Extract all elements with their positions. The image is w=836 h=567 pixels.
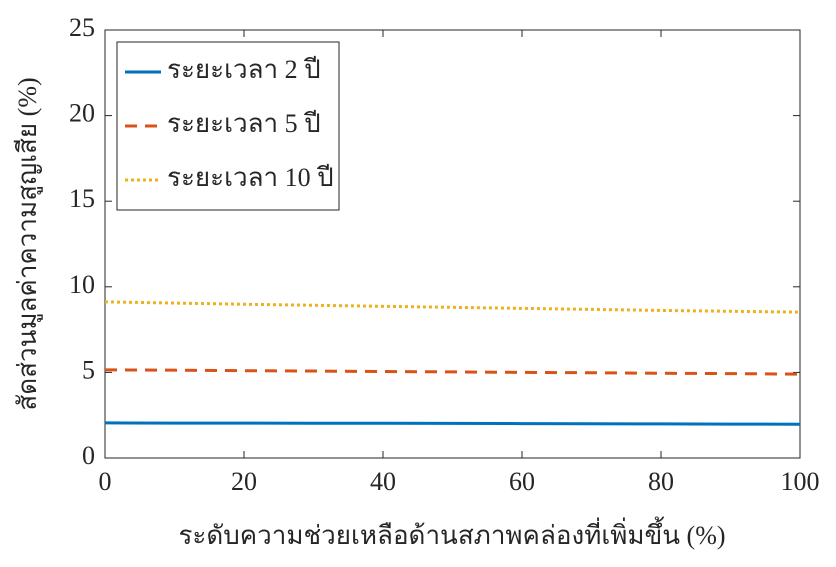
y-tick-label: 10	[69, 270, 95, 299]
x-tick-label: 20	[231, 467, 257, 496]
series-line	[104, 300, 801, 314]
legend-label: ระยะเวลา 10 ปี	[167, 163, 334, 192]
series-line	[104, 368, 801, 376]
y-axis-label: สัดส่วนมูลค่าความสูญเสีย (%)	[13, 77, 43, 410]
legend-label: ระยะเวลา 2 ปี	[167, 55, 321, 84]
y-tick-label: 15	[69, 184, 95, 213]
x-tick-label: 80	[648, 467, 674, 496]
x-axis-label: ระดับความช่วยเหลือด้านสภาพคล่องที่เพิ่มข…	[178, 516, 725, 550]
x-tick-label: 40	[370, 467, 396, 496]
x-tick-label: 0	[99, 467, 112, 496]
x-tick-label: 60	[509, 467, 535, 496]
legend-label: ระยะเวลา 5 ปี	[167, 109, 321, 138]
y-tick-label: 25	[69, 13, 95, 42]
y-tick-label: 5	[82, 355, 95, 384]
y-tick-label: 20	[69, 99, 95, 128]
y-tick-label: 0	[82, 441, 95, 470]
x-tick-label: 100	[781, 467, 820, 496]
series-line	[104, 421, 801, 426]
